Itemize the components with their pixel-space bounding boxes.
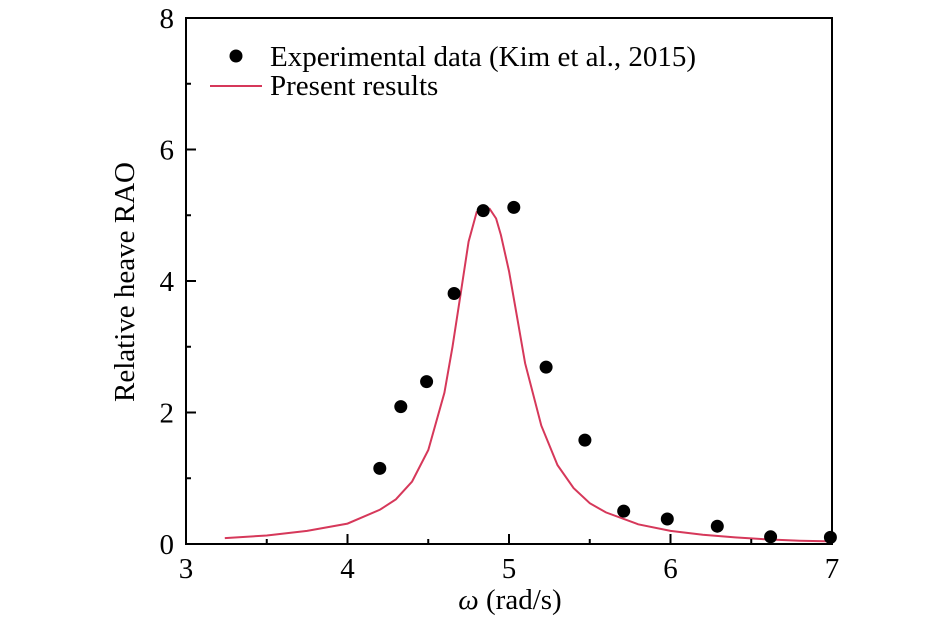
legend-label-present: Present results xyxy=(270,70,438,102)
axes: 3 4 5 6 7 0 2 4 6 8 xyxy=(160,3,840,585)
series-line-present-results xyxy=(224,206,833,543)
data-point-experimental xyxy=(823,530,837,544)
legend-marker-experimental xyxy=(229,49,243,63)
data-point-experimental xyxy=(373,461,387,475)
data-point-experimental xyxy=(710,519,724,533)
data-point-experimental xyxy=(578,433,592,447)
y-tick-label: 8 xyxy=(160,3,175,35)
data-point-experimental xyxy=(420,375,434,389)
data-point-experimental xyxy=(394,400,408,414)
x-tick-label: 4 xyxy=(340,553,355,585)
x-axis-symbol: ω xyxy=(458,584,478,616)
y-tick-label: 4 xyxy=(160,266,175,298)
plot-area xyxy=(224,200,837,544)
y-tick-label: 2 xyxy=(160,398,175,430)
x-tick-label: 6 xyxy=(663,553,678,585)
x-tick-label: 7 xyxy=(825,553,840,585)
legend-label-experimental: Experimental data (Kim et al., 2015) xyxy=(270,41,696,73)
legend: Experimental data (Kim et al., 2015) Pre… xyxy=(210,41,696,102)
data-point-experimental xyxy=(539,360,553,374)
y-tick-label: 6 xyxy=(160,135,175,167)
data-point-experimental xyxy=(617,504,631,518)
x-axis-title: ω (rad/s) xyxy=(458,584,561,616)
y-axis-title: Relative heave RAO xyxy=(109,162,141,402)
x-tick-label: 5 xyxy=(502,553,517,585)
data-point-experimental xyxy=(447,287,461,300)
y-tick-label: 0 xyxy=(160,529,175,561)
data-point-experimental xyxy=(507,200,521,214)
data-point-experimental xyxy=(476,204,490,218)
x-tick-label: 3 xyxy=(179,553,194,585)
data-point-experimental xyxy=(764,530,778,544)
data-point-experimental xyxy=(660,512,674,526)
x-axis-unit: (rad/s) xyxy=(479,584,562,616)
